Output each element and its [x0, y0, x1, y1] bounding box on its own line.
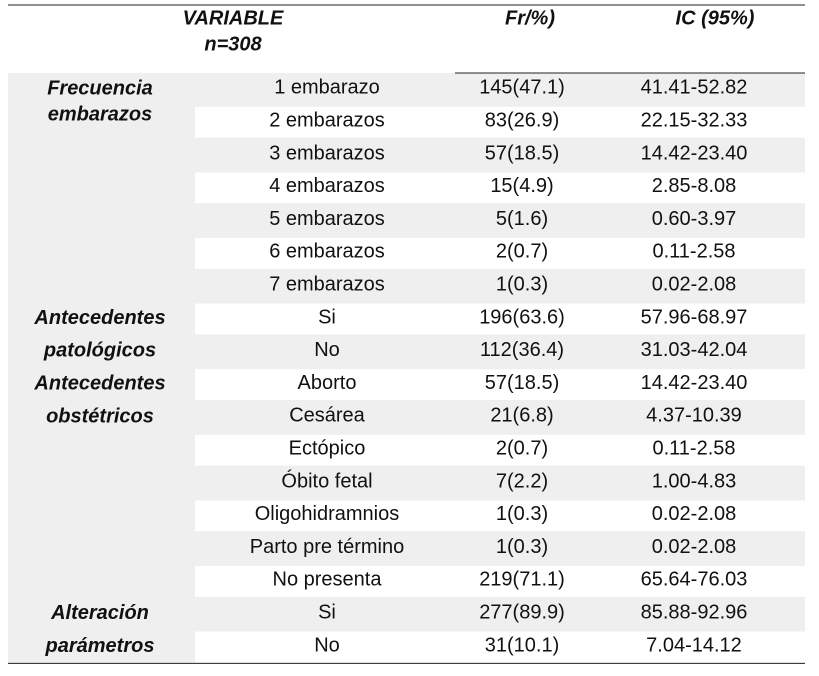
frequency: 219(71.1) [479, 569, 565, 591]
interval: 0.02-2.08 [652, 536, 737, 558]
group-label: embarazos [48, 103, 153, 125]
category: Si [318, 601, 336, 623]
row-stripe [195, 172, 805, 204]
frequency: 1(0.3) [496, 536, 548, 558]
group-label: parámetros [45, 635, 155, 657]
interval: 41.41-52.82 [641, 77, 748, 99]
frequency: 57(18.5) [485, 142, 560, 164]
category: No [314, 634, 340, 656]
frequency: 57(18.5) [485, 372, 560, 394]
frequency: 277(89.9) [479, 601, 565, 623]
interval: 57.96-68.97 [641, 306, 748, 328]
row-stripe [195, 434, 805, 466]
group-label: Antecedentes [33, 307, 165, 329]
interval: 0.11-2.58 [652, 437, 735, 459]
row-stripe [195, 631, 805, 663]
frequency: 145(47.1) [479, 77, 565, 99]
row-stripe [195, 500, 805, 532]
frequency: 83(26.9) [485, 109, 560, 131]
group-label: obstétricos [46, 405, 154, 427]
interval: 14.42-23.40 [641, 372, 748, 394]
row-stripe [195, 369, 805, 400]
category: Cesárea [289, 405, 365, 427]
category: 7 embarazos [269, 273, 385, 295]
frequency: 31(10.1) [485, 634, 560, 656]
row-stripe [195, 303, 805, 335]
interval: 4.37-10.39 [646, 405, 742, 427]
group-label: Alteración [50, 602, 149, 624]
category: 4 embarazos [269, 175, 385, 197]
header-ic: IC (95%) [676, 7, 755, 29]
frequency: 2(0.7) [496, 241, 548, 263]
header-fr: Fr/%) [505, 7, 555, 29]
category: No [314, 339, 340, 361]
category: Parto pre término [250, 536, 405, 558]
category: Ectópico [289, 437, 366, 459]
category: Oligohidramnios [255, 503, 400, 525]
interval: 14.42-23.40 [641, 142, 748, 164]
category: Aborto [298, 372, 357, 394]
frequency: 1(0.3) [496, 273, 548, 295]
category: 1 embarazo [274, 77, 380, 99]
interval: 2.85-8.08 [652, 175, 737, 197]
category: 2 embarazos [269, 109, 385, 131]
interval: 31.03-42.04 [641, 339, 748, 361]
row-stripe [195, 106, 805, 138]
interval: 7.04-14.12 [646, 634, 742, 656]
group-label: patológicos [43, 340, 156, 362]
header-variable: VARIABLE [183, 7, 284, 29]
interval: 85.88-92.96 [641, 601, 748, 623]
row-stripe [195, 566, 805, 597]
interval: 0.02-2.08 [652, 273, 737, 295]
category: No presenta [273, 569, 383, 591]
group-label: Frecuencia [47, 77, 153, 99]
frequency: 196(63.6) [479, 306, 565, 328]
frequency: 15(4.9) [490, 175, 553, 197]
frequency: 21(6.8) [490, 405, 553, 427]
category: Si [318, 306, 336, 328]
frequency: 1(0.3) [496, 503, 548, 525]
category: 6 embarazos [269, 241, 385, 263]
row-stripe [195, 238, 805, 269]
category: 5 embarazos [269, 208, 385, 230]
header-n: n=308 [204, 33, 262, 55]
interval: 1.00-4.83 [652, 470, 737, 492]
category: Óbito fetal [281, 469, 372, 492]
interval: 0.11-2.58 [652, 241, 735, 263]
group-label: Antecedentes [33, 372, 165, 394]
category: 3 embarazos [269, 142, 385, 164]
interval: 22.15-32.33 [641, 109, 748, 131]
frequency: 2(0.7) [496, 437, 548, 459]
frequency: 112(36.4) [480, 339, 564, 361]
frequency: 7(2.2) [496, 470, 548, 492]
interval: 0.02-2.08 [652, 503, 737, 525]
table-body-bg [8, 73, 805, 664]
interval: 0.60-3.97 [652, 208, 737, 230]
frequency: 5(1.6) [496, 208, 548, 230]
interval: 65.64-76.03 [641, 569, 748, 591]
